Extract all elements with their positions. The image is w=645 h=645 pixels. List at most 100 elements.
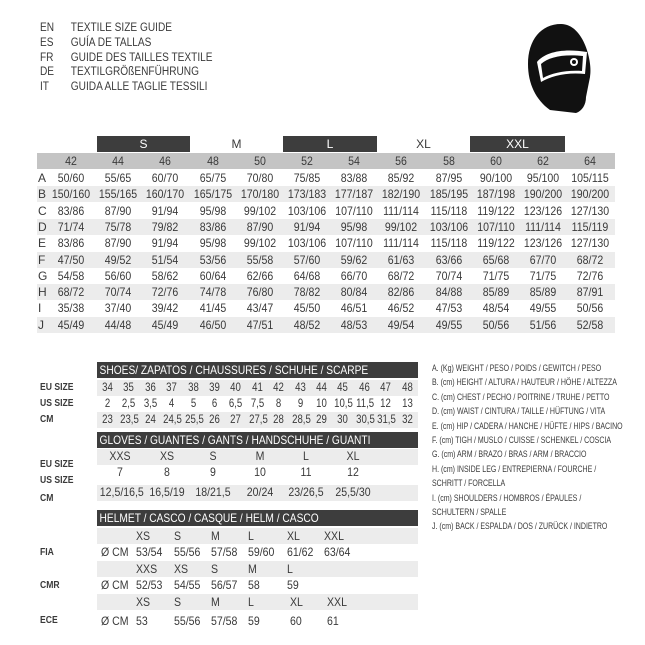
table-cell: 60/70 [152, 171, 179, 185]
table-cell: 107/110 [477, 219, 515, 234]
table-cell: 43 [294, 380, 306, 394]
table-cell: 48/54 [482, 301, 510, 316]
size-band-l: L [283, 136, 377, 152]
table-cell: 103/106 [287, 203, 327, 218]
table-cell: 55/58 [246, 252, 274, 267]
helmet-icon [528, 24, 591, 113]
row-label: US SIZE [40, 474, 74, 486]
table-cell: 185/195 [429, 187, 468, 202]
row-label: A [38, 171, 47, 185]
table-cell: 28,5 [291, 412, 311, 426]
row-label: FIA [40, 546, 54, 558]
table-cell: 107/110 [335, 203, 373, 218]
table-cell: 87/90 [246, 219, 274, 234]
table-cell: 45/50 [293, 301, 321, 316]
title-line: IT GUIDA ALLE TAGLIE TESSILI [40, 80, 213, 95]
table-cell: 62/66 [246, 268, 274, 283]
table-cell: 105/115 [571, 171, 609, 185]
legend-item: E. (cm) HIP / CADERA / HANCHE / HÜFTE / … [432, 420, 623, 431]
table-cell: 7 [117, 465, 123, 479]
row-stripe [37, 316, 615, 333]
table-cell: 150/160 [51, 187, 91, 202]
table-cell: 91/94 [152, 203, 179, 218]
table-cell: 25,5/30 [334, 485, 371, 499]
table-cell: 47/51 [246, 317, 274, 332]
table-cell: 11 [300, 465, 312, 479]
table-cell: 46 [358, 380, 370, 394]
table-cell: 40 [230, 380, 242, 394]
table-cell: 12 [380, 396, 392, 410]
table-cell: 70/74 [104, 285, 132, 300]
table-cell: 3,5 [143, 396, 157, 410]
language-code: ES [40, 36, 54, 49]
table-cell: 99/102 [243, 203, 276, 218]
helmet-size: S [174, 595, 182, 609]
table-cell: S [209, 449, 217, 463]
helmet-size: L [248, 529, 254, 543]
legend-item: J. (cm) BACK / ESPALDA / DOS / ZURÜCK / … [432, 521, 608, 532]
helmet-size: XS [174, 562, 189, 576]
unit-label: Ø CM [101, 578, 129, 592]
table-cell: 165/175 [193, 187, 232, 202]
table-cell: 99/102 [243, 236, 276, 251]
legend-item: SCHRITT / FORCELLA [432, 478, 506, 489]
gloves-title: GLOVES / GUANTES / GANTS / HANDSCHUHE / … [99, 433, 371, 447]
size-header: 54 [348, 154, 361, 168]
title-line: ES GUÍA DE TALLAS [40, 36, 213, 51]
table-cell: 38 [187, 380, 199, 394]
row-label: I [38, 301, 42, 316]
table-cell: 107/110 [335, 236, 373, 251]
size-header: 48 [206, 154, 219, 168]
table-cell: 173/183 [287, 187, 327, 202]
table-cell: L [303, 449, 309, 463]
table-cell: 35/38 [57, 301, 85, 316]
table-cell: 45/49 [57, 317, 85, 332]
helmet-header: HELMET / CASCO / CASQUE / HELM / CASCO [97, 510, 418, 526]
table-cell: 103/106 [287, 236, 327, 251]
table-cell: 50/56 [482, 317, 510, 332]
size-band-xl: XL [416, 137, 431, 151]
row-label: F [38, 252, 46, 267]
measurement-legend: A. (Kg) WEIGHT / PESO / POIDS / GEWITCH … [432, 361, 635, 534]
helmet-value: 63/64 [324, 545, 351, 559]
table-cell: 87/95 [435, 171, 462, 185]
table-cell: 61/63 [388, 252, 415, 267]
table-cell: 123/126 [523, 203, 563, 218]
row-label: C [38, 203, 47, 218]
table-cell: 85/89 [482, 285, 510, 300]
table-cell: 75/85 [293, 171, 321, 185]
table-cell: 99/102 [385, 219, 418, 234]
table-cell: 127/130 [571, 236, 610, 251]
table-cell: 47/53 [435, 301, 462, 316]
table-cell: 37 [166, 380, 178, 394]
row-label: ECE [40, 614, 58, 626]
table-cell: 25,5 [184, 412, 204, 426]
table-cell: 41 [251, 380, 263, 394]
helmet-size: L [248, 595, 254, 609]
table-cell: 65/68 [482, 252, 510, 267]
table-cell: 50/60 [57, 171, 85, 185]
table-cell: 23 [102, 412, 113, 426]
legend-item: D. (cm) WAIST / CINTURA / TAILLE / HÜFTU… [432, 406, 606, 417]
table-cell: 111/114 [383, 203, 420, 218]
table-cell: 45 [337, 380, 349, 394]
table-cell: 12 [346, 465, 359, 479]
unit-label: Ø CM [101, 545, 129, 559]
table-cell: 70/80 [246, 171, 274, 185]
size-header: 56 [395, 154, 408, 168]
row-label: G [38, 268, 48, 283]
table-cell: 58/62 [152, 268, 179, 283]
gloves-header: GLOVES / GUANTES / GANTS / HANDSCHUHE / … [97, 432, 418, 448]
row-label: E [38, 236, 47, 251]
row-stripe [37, 218, 615, 235]
table-cell: 13 [401, 396, 413, 410]
title-text: GUIDA ALLE TAGLIE TESSILI [70, 81, 208, 94]
table-cell: 51/56 [529, 317, 557, 332]
table-cell: 123/126 [523, 236, 563, 251]
shoes-header: SHOES/ ZAPATOS / CHAUSSURES / SCHUHE / S… [97, 362, 418, 378]
table-cell: 51/54 [152, 252, 179, 267]
helmet-size: M [211, 595, 220, 609]
table-cell: 72/76 [152, 285, 179, 300]
table-cell: 30,5 [355, 412, 375, 426]
